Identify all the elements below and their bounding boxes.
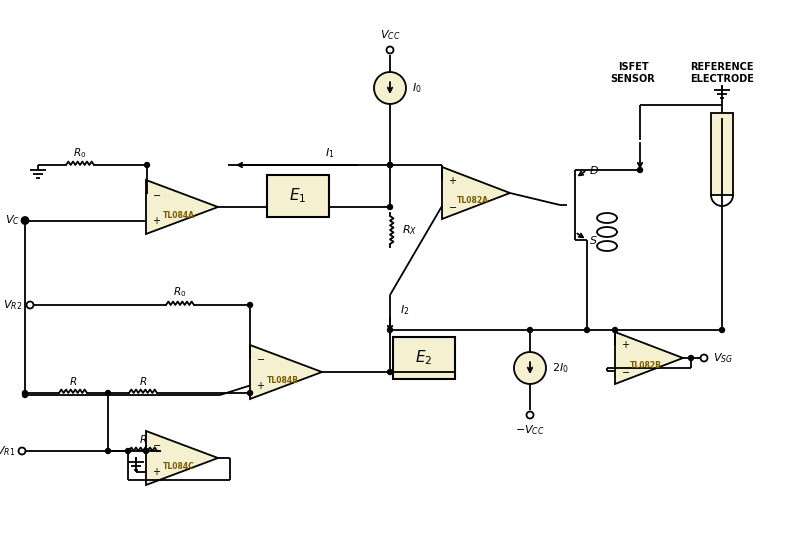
Text: $R$: $R$ (69, 375, 78, 387)
Text: TL084A: TL084A (162, 211, 194, 219)
Text: TL082A: TL082A (456, 196, 489, 205)
Text: $I_2$: $I_2$ (400, 303, 409, 317)
Text: $V_{CC}$: $V_{CC}$ (380, 28, 400, 42)
Text: $R_X$: $R_X$ (402, 223, 417, 237)
Circle shape (527, 411, 534, 418)
Circle shape (105, 449, 110, 453)
Bar (267, 175, 329, 217)
Text: $+$: $+$ (152, 466, 161, 477)
Text: $R$: $R$ (139, 433, 147, 445)
Circle shape (125, 449, 130, 453)
Text: $-$: $-$ (621, 366, 630, 376)
Text: $R$: $R$ (139, 375, 147, 387)
Circle shape (585, 328, 590, 333)
Text: TL084B: TL084B (266, 376, 298, 385)
Text: $E_1$: $E_1$ (289, 187, 307, 205)
Circle shape (514, 352, 546, 384)
Text: $R_0$: $R_0$ (173, 285, 187, 299)
Circle shape (720, 328, 725, 333)
Text: $V_{SG}$: $V_{SG}$ (713, 351, 733, 365)
Polygon shape (250, 345, 322, 399)
Text: $-$: $-$ (152, 189, 161, 199)
Circle shape (22, 218, 27, 223)
Bar (711, 113, 733, 195)
Circle shape (105, 391, 110, 395)
Circle shape (388, 162, 392, 167)
Text: $V_{R2}$: $V_{R2}$ (3, 298, 22, 312)
Text: $+$: $+$ (621, 340, 630, 351)
Polygon shape (442, 167, 510, 219)
Circle shape (145, 162, 149, 167)
Circle shape (388, 328, 392, 333)
Text: $R_0$: $R_0$ (74, 146, 86, 160)
Bar (393, 337, 455, 379)
Polygon shape (146, 180, 218, 234)
Text: ISFET
SENSOR: ISFET SENSOR (610, 62, 655, 84)
Text: $V_{R1}$: $V_{R1}$ (0, 444, 15, 458)
Text: $V_C$: $V_C$ (5, 213, 20, 228)
Text: $E_2$: $E_2$ (415, 348, 432, 368)
Text: $-$: $-$ (256, 353, 265, 364)
Circle shape (388, 370, 392, 375)
Circle shape (613, 328, 618, 333)
Circle shape (638, 167, 642, 172)
Text: $I_1$: $I_1$ (325, 146, 335, 160)
Circle shape (689, 356, 694, 360)
Polygon shape (615, 332, 683, 384)
Circle shape (18, 447, 26, 455)
Text: $S$: $S$ (589, 234, 598, 246)
Circle shape (387, 46, 393, 54)
Text: REFERENCE
ELECTRODE: REFERENCE ELECTRODE (690, 62, 754, 84)
Circle shape (388, 205, 392, 210)
Text: $+$: $+$ (256, 380, 265, 391)
Text: $I_0$: $I_0$ (412, 81, 422, 95)
Circle shape (144, 449, 149, 453)
Circle shape (22, 217, 29, 224)
Text: $-$: $-$ (152, 439, 161, 450)
Circle shape (248, 302, 252, 307)
Circle shape (388, 162, 392, 167)
Text: TL082B: TL082B (630, 362, 662, 370)
Text: $-V_{CC}$: $-V_{CC}$ (515, 423, 545, 437)
Text: $2I_0$: $2I_0$ (552, 361, 569, 375)
Circle shape (22, 391, 27, 395)
Circle shape (248, 391, 252, 395)
Text: $-$: $-$ (448, 201, 457, 211)
Text: $D$: $D$ (589, 164, 599, 176)
Text: $+$: $+$ (152, 215, 161, 226)
Circle shape (22, 393, 27, 398)
Circle shape (527, 328, 532, 333)
Circle shape (701, 354, 707, 362)
Text: $+$: $+$ (448, 174, 457, 185)
Text: TL084C: TL084C (162, 462, 194, 470)
Circle shape (26, 301, 34, 309)
Polygon shape (146, 431, 218, 485)
Circle shape (374, 72, 406, 104)
